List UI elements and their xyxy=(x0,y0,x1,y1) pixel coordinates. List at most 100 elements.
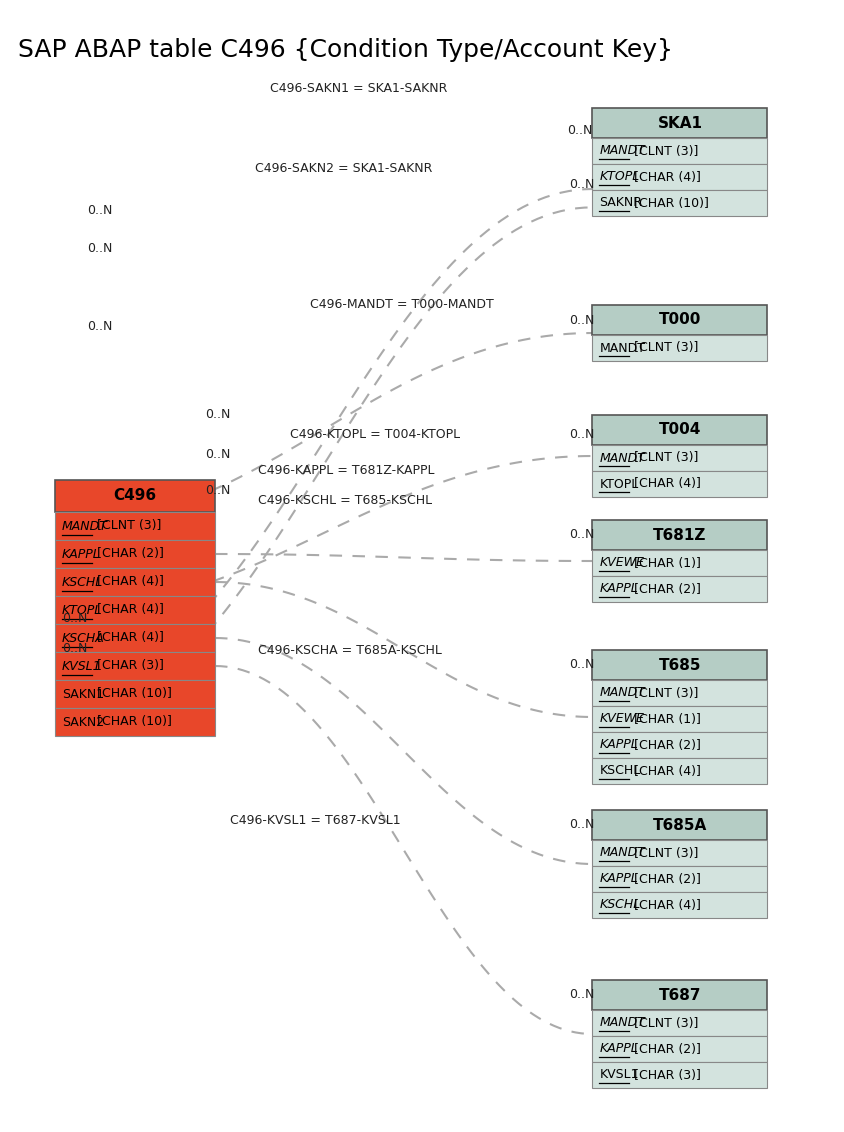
Bar xyxy=(592,732,766,758)
Text: C496-SAKN1 = SKA1-SAKNR: C496-SAKN1 = SKA1-SAKNR xyxy=(270,82,446,94)
Bar xyxy=(592,811,766,840)
Text: KAPPL: KAPPL xyxy=(598,873,637,885)
Bar xyxy=(592,164,766,190)
Text: [CHAR (4)]: [CHAR (4)] xyxy=(630,171,701,183)
Text: SAKNR: SAKNR xyxy=(598,197,641,209)
Text: [CLNT (3)]: [CLNT (3)] xyxy=(630,452,698,464)
Text: KAPPL: KAPPL xyxy=(598,1043,637,1055)
Text: 0..N: 0..N xyxy=(87,204,112,216)
Text: [CLNT (3)]: [CLNT (3)] xyxy=(630,145,698,157)
Text: SAKN2: SAKN2 xyxy=(62,715,104,729)
Text: [CLNT (3)]: [CLNT (3)] xyxy=(93,520,161,532)
Bar xyxy=(592,138,766,164)
Text: SKA1: SKA1 xyxy=(657,115,701,130)
Text: KVSL1: KVSL1 xyxy=(62,660,101,672)
Bar xyxy=(55,680,214,708)
Text: [CLNT (3)]: [CLNT (3)] xyxy=(630,342,698,354)
Text: C496-KSCHL = T685-KSCHL: C496-KSCHL = T685-KSCHL xyxy=(257,494,431,506)
Text: MANDT: MANDT xyxy=(62,520,108,532)
Text: [CHAR (2)]: [CHAR (2)] xyxy=(630,583,701,595)
Text: KTOPL: KTOPL xyxy=(598,478,638,490)
Text: 0..N: 0..N xyxy=(569,429,594,441)
Bar xyxy=(592,445,766,471)
Text: KSCHL: KSCHL xyxy=(598,764,640,778)
Bar xyxy=(55,480,214,512)
Text: KTOPL: KTOPL xyxy=(598,171,639,183)
Bar xyxy=(592,980,766,1010)
Text: [CHAR (10)]: [CHAR (10)] xyxy=(93,715,171,729)
Bar xyxy=(592,190,766,216)
Text: [CHAR (3)]: [CHAR (3)] xyxy=(93,660,164,672)
Text: [CHAR (4)]: [CHAR (4)] xyxy=(630,764,701,778)
Bar xyxy=(55,597,214,624)
Text: 0..N: 0..N xyxy=(62,642,88,654)
Text: 0..N: 0..N xyxy=(569,818,594,832)
Text: 0..N: 0..N xyxy=(569,179,594,191)
Text: T685: T685 xyxy=(658,658,701,672)
Bar xyxy=(55,708,214,736)
Text: SAKN1: SAKN1 xyxy=(62,687,104,701)
Text: [CHAR (1)]: [CHAR (1)] xyxy=(630,557,701,569)
Bar xyxy=(592,305,766,335)
Bar xyxy=(592,415,766,445)
Bar xyxy=(592,335,766,361)
Bar xyxy=(592,108,766,138)
Bar xyxy=(592,1010,766,1036)
Text: C496-SAKN2 = SKA1-SAKNR: C496-SAKN2 = SKA1-SAKNR xyxy=(255,162,432,174)
Text: T004: T004 xyxy=(658,422,701,437)
Text: [CHAR (10)]: [CHAR (10)] xyxy=(93,687,171,701)
Text: 0..N: 0..N xyxy=(87,319,112,333)
Text: [CLNT (3)]: [CLNT (3)] xyxy=(630,1017,698,1029)
Text: [CHAR (2)]: [CHAR (2)] xyxy=(630,738,701,752)
Text: C496-KAPPL = T681Z-KAPPL: C496-KAPPL = T681Z-KAPPL xyxy=(257,463,434,477)
Text: [CHAR (4)]: [CHAR (4)] xyxy=(630,899,701,911)
Text: KAPPL: KAPPL xyxy=(598,738,637,752)
Text: 0..N: 0..N xyxy=(62,611,88,625)
Text: [CHAR (10)]: [CHAR (10)] xyxy=(630,197,708,209)
Text: 0..N: 0..N xyxy=(566,123,592,137)
Text: [CHAR (4)]: [CHAR (4)] xyxy=(93,575,164,589)
Text: [CHAR (3)]: [CHAR (3)] xyxy=(630,1069,701,1081)
Text: [CHAR (2)]: [CHAR (2)] xyxy=(630,1043,701,1055)
Bar xyxy=(55,568,214,597)
Text: 0..N: 0..N xyxy=(87,241,112,255)
Text: KVEWE: KVEWE xyxy=(598,557,644,569)
Text: [CHAR (2)]: [CHAR (2)] xyxy=(630,873,701,885)
Bar xyxy=(592,1062,766,1088)
Text: [CLNT (3)]: [CLNT (3)] xyxy=(630,686,698,700)
Bar xyxy=(592,706,766,732)
Text: T000: T000 xyxy=(658,312,701,327)
Bar xyxy=(55,512,214,540)
Text: SAP ABAP table C496 {Condition Type/Account Key}: SAP ABAP table C496 {Condition Type/Acco… xyxy=(18,38,672,62)
Text: C496-KSCHA = T685A-KSCHL: C496-KSCHA = T685A-KSCHL xyxy=(257,643,441,657)
Text: MANDT: MANDT xyxy=(598,847,645,859)
Bar xyxy=(592,1036,766,1062)
Text: 0..N: 0..N xyxy=(569,529,594,541)
Text: [CHAR (4)]: [CHAR (4)] xyxy=(93,603,164,617)
Text: KVSL1: KVSL1 xyxy=(598,1069,638,1081)
Bar xyxy=(592,892,766,918)
Bar xyxy=(592,550,766,576)
Text: MANDT: MANDT xyxy=(598,145,645,157)
Text: [CHAR (1)]: [CHAR (1)] xyxy=(630,712,701,726)
Text: KVEWE: KVEWE xyxy=(598,712,644,726)
Text: KTOPL: KTOPL xyxy=(62,603,102,617)
Bar xyxy=(592,576,766,602)
Text: T687: T687 xyxy=(658,987,701,1003)
Bar xyxy=(592,471,766,497)
Text: KSCHA: KSCHA xyxy=(62,632,105,644)
Text: KAPPL: KAPPL xyxy=(598,583,637,595)
Bar xyxy=(592,866,766,892)
Text: 0..N: 0..N xyxy=(569,988,594,1002)
Text: [CHAR (2)]: [CHAR (2)] xyxy=(93,548,164,560)
Text: MANDT: MANDT xyxy=(598,452,645,464)
Text: C496-KVSL1 = T687-KVSL1: C496-KVSL1 = T687-KVSL1 xyxy=(230,814,400,826)
Bar xyxy=(592,650,766,680)
Text: C496-MANDT = T000-MANDT: C496-MANDT = T000-MANDT xyxy=(310,299,493,311)
Bar xyxy=(592,520,766,550)
Bar xyxy=(55,540,214,568)
Bar xyxy=(55,624,214,652)
Text: T685A: T685A xyxy=(652,817,706,832)
Text: [CLNT (3)]: [CLNT (3)] xyxy=(630,847,698,859)
Text: KSCHL: KSCHL xyxy=(598,899,640,911)
